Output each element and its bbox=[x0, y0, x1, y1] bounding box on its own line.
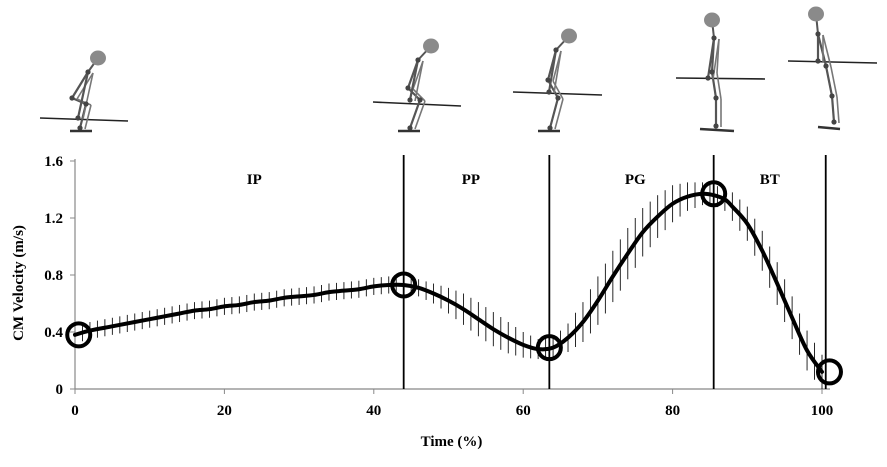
stick-figure-bar-top bbox=[787, 6, 878, 131]
x-axis-title: Time (%) bbox=[421, 434, 483, 450]
error-bars bbox=[82, 182, 823, 389]
joint bbox=[555, 95, 561, 101]
limb bbox=[82, 72, 94, 120]
joint bbox=[75, 115, 81, 121]
limb bbox=[414, 60, 424, 102]
phase-label-ip: IP bbox=[247, 172, 262, 188]
limb bbox=[407, 87, 421, 101]
limb bbox=[552, 80, 564, 100]
phase-label-pp: PP bbox=[462, 172, 480, 188]
y-tick-label: 1.6 bbox=[44, 154, 63, 170]
x-tick-label: 80 bbox=[665, 403, 680, 419]
joint bbox=[547, 125, 553, 131]
series-layer bbox=[73, 191, 824, 374]
axes bbox=[70, 159, 830, 394]
x-tick-label: 20 bbox=[217, 403, 232, 419]
phase-label-bt: BT bbox=[760, 172, 780, 188]
limb bbox=[554, 98, 564, 130]
stick-figure-start bbox=[39, 50, 129, 133]
barbell bbox=[787, 60, 878, 64]
joint bbox=[83, 101, 89, 107]
joint bbox=[815, 58, 821, 64]
stick-figure-second-pull bbox=[512, 28, 603, 133]
limb bbox=[76, 98, 92, 106]
limb bbox=[824, 65, 834, 97]
head bbox=[808, 6, 824, 22]
event-marker bbox=[65, 321, 93, 349]
head bbox=[90, 50, 106, 66]
limb bbox=[830, 66, 838, 98]
limb bbox=[408, 59, 420, 101]
limb bbox=[547, 49, 558, 93]
stick-figure-power-position bbox=[675, 12, 766, 133]
joint bbox=[713, 123, 719, 129]
joint bbox=[407, 97, 413, 103]
limb bbox=[412, 88, 426, 102]
joint bbox=[546, 89, 552, 95]
joint bbox=[545, 77, 551, 83]
joint bbox=[829, 93, 835, 99]
joint bbox=[709, 69, 715, 75]
phase-label-pg: PG bbox=[625, 172, 646, 188]
joint bbox=[705, 75, 711, 81]
limb bbox=[836, 96, 840, 124]
joint bbox=[711, 35, 717, 41]
x-tick-label: 100 bbox=[811, 403, 834, 419]
feet bbox=[699, 127, 735, 133]
limb bbox=[816, 33, 828, 67]
joint bbox=[553, 47, 559, 53]
limb bbox=[716, 72, 722, 100]
limb bbox=[706, 37, 716, 79]
x-tick-label: 0 bbox=[71, 403, 79, 419]
limb bbox=[84, 104, 92, 130]
joint bbox=[713, 95, 719, 101]
y-tick-label: 1.2 bbox=[44, 211, 63, 227]
y-tick-label: 0.8 bbox=[44, 268, 63, 284]
y-tick-label: 0 bbox=[56, 382, 64, 398]
joint bbox=[85, 69, 91, 75]
joint bbox=[831, 119, 837, 125]
stick-figure-first-pull bbox=[372, 38, 462, 133]
feet bbox=[817, 125, 841, 131]
joint bbox=[77, 125, 83, 131]
limb bbox=[830, 95, 836, 123]
head bbox=[704, 12, 720, 28]
barbell bbox=[39, 117, 129, 122]
limb bbox=[76, 71, 90, 119]
joint bbox=[407, 125, 413, 131]
barbell bbox=[512, 91, 603, 96]
joint bbox=[415, 57, 421, 63]
labels-layer: 0 0.4 0.8 1.2 1.6 0 20 40 60 80 100 Time (%) CM Velo… bbox=[11, 154, 833, 450]
event-marker bbox=[535, 334, 563, 362]
head bbox=[561, 28, 577, 44]
event-marker bbox=[815, 358, 843, 386]
stick-figure-row bbox=[39, 6, 878, 133]
y-axis-title: CM Velocity (m/s) bbox=[11, 225, 27, 341]
y-tick-label: 0.4 bbox=[44, 325, 63, 341]
barbell bbox=[372, 101, 462, 107]
limb bbox=[414, 100, 426, 130]
limb bbox=[408, 99, 422, 129]
joint bbox=[417, 97, 423, 103]
joint bbox=[823, 63, 829, 69]
event-marker bbox=[390, 271, 418, 299]
head bbox=[423, 38, 439, 54]
mean-velocity-line bbox=[73, 191, 824, 374]
x-tick-label: 40 bbox=[366, 403, 381, 419]
joint bbox=[69, 95, 75, 101]
barbell bbox=[675, 77, 766, 80]
x-tick-label: 60 bbox=[516, 403, 531, 419]
limb bbox=[548, 97, 560, 129]
limb bbox=[71, 71, 89, 99]
joint bbox=[405, 85, 411, 91]
event-marker bbox=[700, 180, 728, 208]
event-markers bbox=[65, 180, 843, 386]
limb bbox=[822, 34, 832, 68]
joint bbox=[815, 31, 821, 37]
limb bbox=[553, 50, 562, 94]
